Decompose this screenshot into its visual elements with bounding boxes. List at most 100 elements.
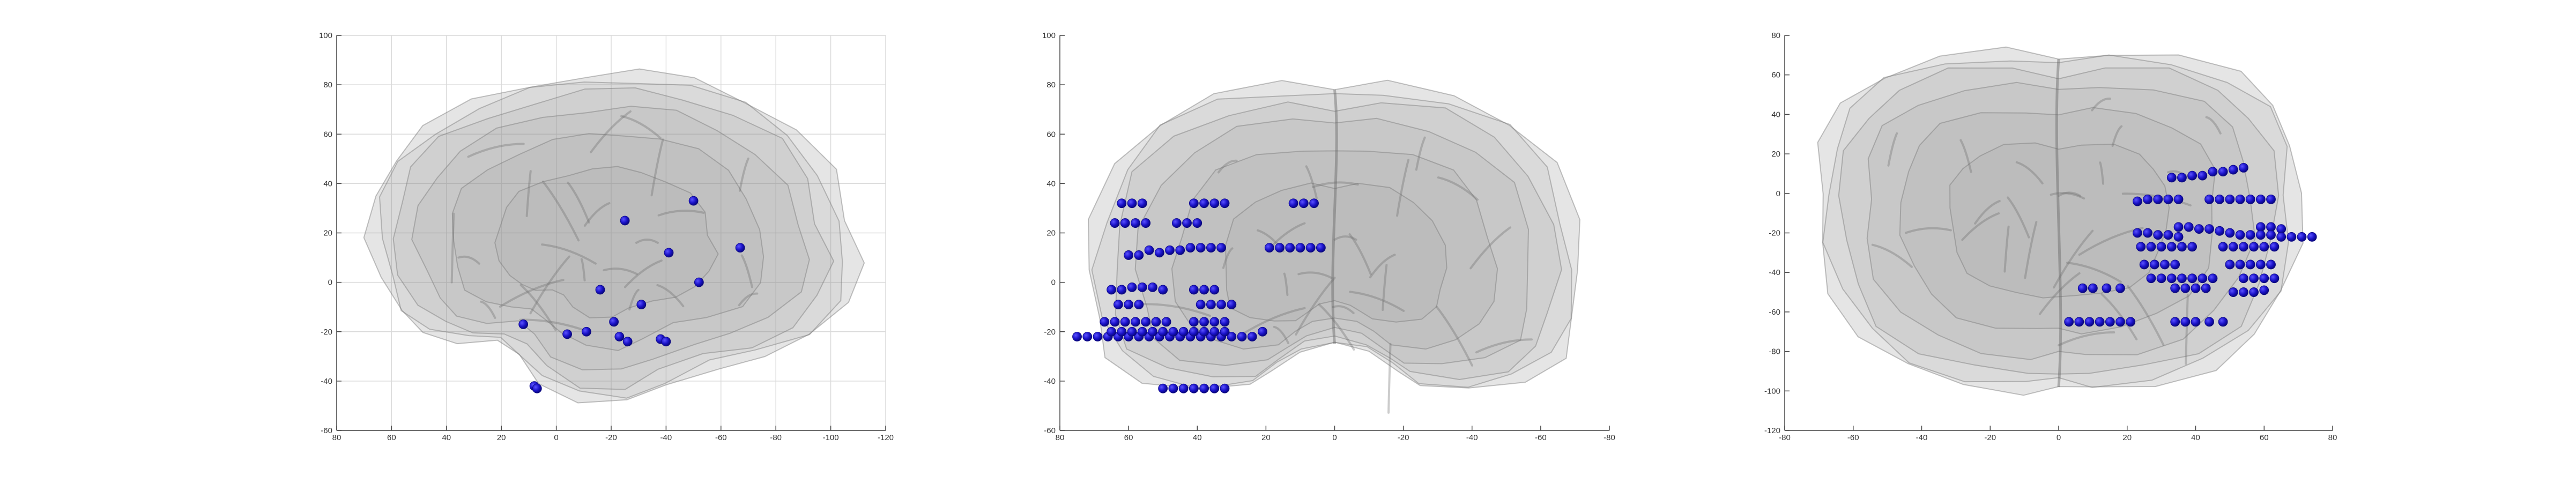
y-tick-label: -20 [1769,229,1780,238]
electrode-point [1209,285,1220,295]
cortical-fold [1141,303,1211,317]
x-tick-label: 80 [1056,433,1065,442]
cortical-fold [2053,229,2094,289]
electrode-point [2198,170,2208,181]
electrode-point [1189,285,1199,295]
cortical-fold [1333,235,1357,241]
electrode-point [2266,194,2276,204]
electrode-point [1227,300,1237,309]
electrode-point [2235,230,2245,240]
cortical-fold [2050,192,2085,200]
cortical-fold [657,210,705,217]
electrode-point [1154,248,1164,258]
electrode-point [2088,283,2098,293]
brain-surface-layer [1866,81,2256,360]
cortical-fold [2015,161,2044,184]
brain-surface-layer [1822,54,2289,388]
electrode-point [636,300,647,309]
cortical-fold [2127,285,2165,346]
electrode-point [2276,232,2287,242]
cortical-fold [567,181,590,224]
x-tick-label: 60 [2260,433,2269,442]
y-tick-label: -80 [1769,347,1780,356]
electrode-point [1131,218,1140,228]
electrode-point [2170,283,2180,293]
electrode-point [2239,287,2248,297]
electrode-point [2105,317,2115,327]
electrode-point [2163,230,2173,240]
electrode-point [2187,273,2198,284]
electrode-point [2201,283,2211,293]
y-tick-label: -60 [321,426,332,435]
electrode-point [2160,259,2170,270]
electrode-point [2133,196,2142,206]
cortical-fold [1904,227,1952,234]
x-tick-label: -100 [823,433,839,442]
cortical-fold [2058,191,2081,197]
electrode-point [609,317,619,327]
x-tick-label: 0 [1332,433,1337,442]
electrode-point [2177,173,2187,183]
cortical-fold [635,239,659,244]
electrode-point [1120,317,1130,327]
cortical-fold [2003,225,2010,273]
electrode-point [1113,300,1123,309]
electrode-point [2074,317,2084,327]
x-tick-label: 60 [1124,433,1133,442]
electrode-point [2297,232,2307,242]
electrode-point [1206,300,1216,309]
electrode-point [1134,300,1144,309]
electrode-point [2245,230,2255,240]
electrode-point [1168,383,1178,393]
y-tick-label: 60 [1046,130,1056,139]
cortical-fold [2038,272,2081,315]
cortical-fold [1382,264,1388,311]
electrode-point [2266,259,2276,270]
electrode-point [2225,228,2235,238]
x-tick-label: -60 [1847,433,1859,442]
electrode-point [2255,259,2266,270]
electrode-point [1158,285,1168,295]
electrode-point [1305,243,1316,253]
y-tick-label: -100 [1764,387,1780,396]
electrode-point [1127,326,1137,337]
electrode-point [661,337,671,347]
cortical-fold [480,300,496,319]
electrode-point [1117,198,1127,209]
x-tick-label: 80 [2328,433,2337,442]
cortical-fold [2111,125,2123,147]
electrode-point [620,216,630,226]
electrode-point [518,319,529,329]
brain-surface-layer [1091,93,1572,390]
electrode-point [1107,326,1116,337]
x-tick-label: 80 [332,433,342,442]
electrode-point [2198,273,2208,284]
electrode-point [2215,194,2225,204]
electrode-point [1117,285,1127,295]
electrode-point [2215,226,2225,236]
x-tick-label: -60 [715,433,727,442]
x-tick-label: -40 [1916,433,1928,442]
y-tick-label: 80 [323,80,332,90]
electrode-point [1148,326,1157,337]
electrode-point [2126,317,2136,327]
electrode-point [1072,332,1082,341]
cortical-fold [1217,159,1238,174]
electrode-point [595,285,605,295]
electrode-point [2239,162,2248,173]
electrode-point [2218,317,2228,327]
cortical-fold [603,267,638,276]
interhemispheric-fissure [1331,90,1338,344]
x-tick-label: 40 [1193,433,1202,442]
electrode-point [2166,242,2177,252]
electrode-point [1158,326,1168,337]
electrode-point [1189,198,1199,209]
electrode-point [1199,285,1209,295]
electrode-point [1220,383,1230,393]
electrode-point [2149,259,2159,270]
electrode-point [2163,194,2173,204]
electrode-point [1110,218,1120,228]
electrode-point [2173,222,2184,232]
cortical-fold [1283,272,1289,296]
